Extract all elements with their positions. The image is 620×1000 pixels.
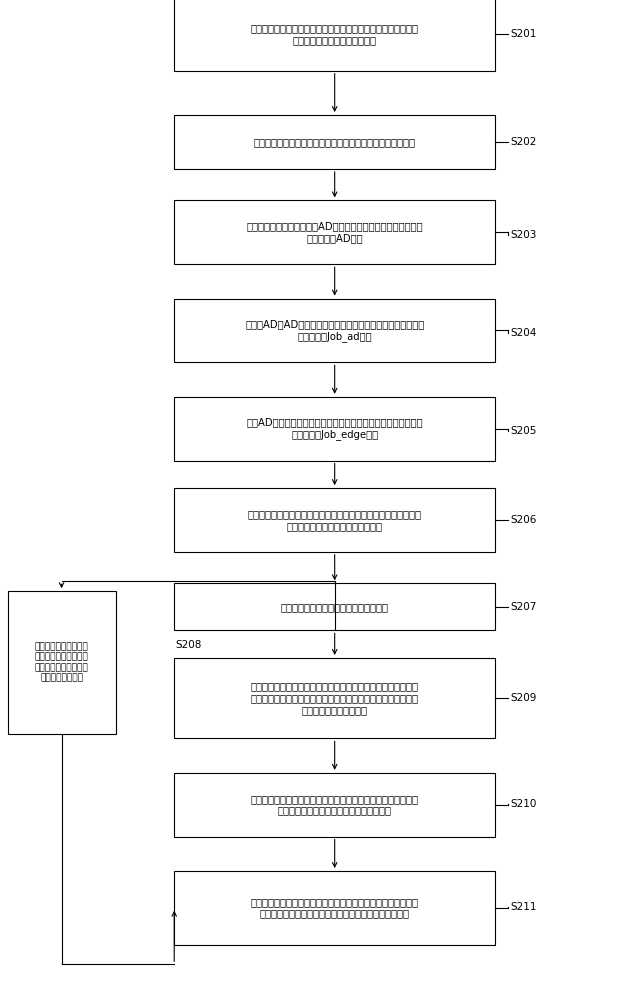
Bar (174, 583, 495, 630)
Text: S211: S211 (511, 902, 537, 912)
Text: 在内存中构建批量作业的拓扑结构的模型: 在内存中构建批量作业的拓扑结构的模型 (281, 602, 389, 612)
Bar (174, 397, 495, 461)
Text: 接收用户输入的展示指令，将展示指令对应的待展示数据整理为
表格数据或图表数据，并将表格数据或图表数据进行展示: 接收用户输入的展示指令，将展示指令对应的待展示数据整理为 表格数据或图表数据，并… (250, 897, 418, 919)
Bar (174, 299, 495, 362)
Text: 获取各模块与应用程序说明AD的第一关系信息，并将第一关系信
息存储于一AD表中: 获取各模块与应用程序说明AD的第一关系信息，并将第一关系信 息存储于一AD表中 (246, 221, 423, 243)
Text: S207: S207 (511, 602, 537, 612)
Text: 获取AD中各作业之间的先后顺序关系信息，并将先后顺序关系信
息存储于一Job_edge表中: 获取AD中各作业之间的先后顺序关系信息，并将先后顺序关系信 息存储于一Job_e… (246, 417, 423, 440)
Text: 解析一作业周变配置文件，获取得到批量作业先后顺序的逻辑关
系，并生成批量作业的拓扑结构: 解析一作业周变配置文件，获取得到批量作业先后顺序的逻辑关 系，并生成批量作业的拓… (250, 23, 418, 45)
Bar (174, 871, 495, 945)
Bar (174, 200, 495, 264)
Bar (174, 0, 495, 71)
Text: S202: S202 (511, 137, 537, 147)
Text: 根据批量作业的拓扑结
构的模型以及每个作业
的运行情况信息识别批
量作业的关键路径: 根据批量作业的拓扑结 构的模型以及每个作业 的运行情况信息识别批 量作业的关键路… (35, 642, 89, 682)
Bar (174, 773, 495, 837)
Text: S205: S205 (511, 426, 537, 436)
Text: S210: S210 (511, 799, 537, 809)
Bar (174, 658, 495, 738)
Text: S203: S203 (511, 230, 537, 240)
Text: S201: S201 (511, 29, 537, 39)
Text: 获取批量作业的各模块信息，并将模块信息存储于一模块表中: 获取批量作业的各模块信息，并将模块信息存储于一模块表中 (254, 137, 415, 147)
Bar (174, 115, 495, 169)
Text: 根据批量作业的拓扑结构的模型以及每个作业的运行情况信息，
确定各模块的排时参数、模块停止时间参数、模块排时增长速度
参数以及模块稳定性参数: 根据批量作业的拓扑结构的模型以及每个作业的运行情况信息， 确定各模块的排时参数、… (250, 682, 418, 715)
Text: S209: S209 (511, 693, 537, 703)
Text: 根据各模块的排时参数、模块停止时间参数、模块排时增长速度
参数以及模块稳定性参数，确定模块健康度: 根据各模块的排时参数、模块停止时间参数、模块排时增长速度 参数以及模块稳定性参数… (250, 794, 418, 816)
Text: S208: S208 (175, 640, 202, 650)
Bar (7, 591, 115, 734)
Text: S206: S206 (511, 515, 537, 525)
Text: S204: S204 (511, 328, 537, 338)
Text: 解析预先获取的一批量运行日志，获取每个作业的运行情况信息，
，并将运行情况信息存储于数据库中: 解析预先获取的一批量运行日志，获取每个作业的运行情况信息， ，并将运行情况信息存… (247, 509, 422, 531)
Bar (174, 488, 495, 552)
Text: 获取各AD与AD中各作业之间的第二关系信息，并将第二关系信
息存储于一Job_ad表中: 获取各AD与AD中各作业之间的第二关系信息，并将第二关系信 息存储于一Job_a… (245, 319, 424, 342)
